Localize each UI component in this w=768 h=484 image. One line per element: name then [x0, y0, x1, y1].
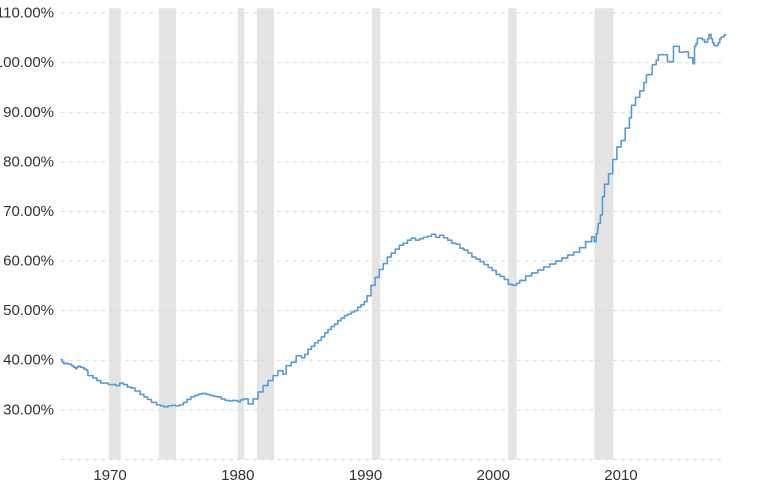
svg-text:1980: 1980 — [221, 467, 254, 484]
svg-text:70.00%: 70.00% — [3, 203, 54, 220]
svg-text:110.00%: 110.00% — [0, 5, 54, 22]
svg-text:40.00%: 40.00% — [3, 352, 54, 369]
svg-text:50.00%: 50.00% — [3, 302, 54, 319]
svg-text:2010: 2010 — [604, 467, 637, 484]
svg-text:30.00%: 30.00% — [3, 401, 54, 418]
svg-text:2000: 2000 — [477, 467, 510, 484]
svg-text:90.00%: 90.00% — [3, 104, 54, 121]
svg-text:1990: 1990 — [349, 467, 382, 484]
svg-text:100.00%: 100.00% — [0, 54, 54, 71]
svg-text:80.00%: 80.00% — [3, 153, 54, 170]
svg-text:1970: 1970 — [93, 467, 126, 484]
svg-text:60.00%: 60.00% — [3, 253, 54, 270]
